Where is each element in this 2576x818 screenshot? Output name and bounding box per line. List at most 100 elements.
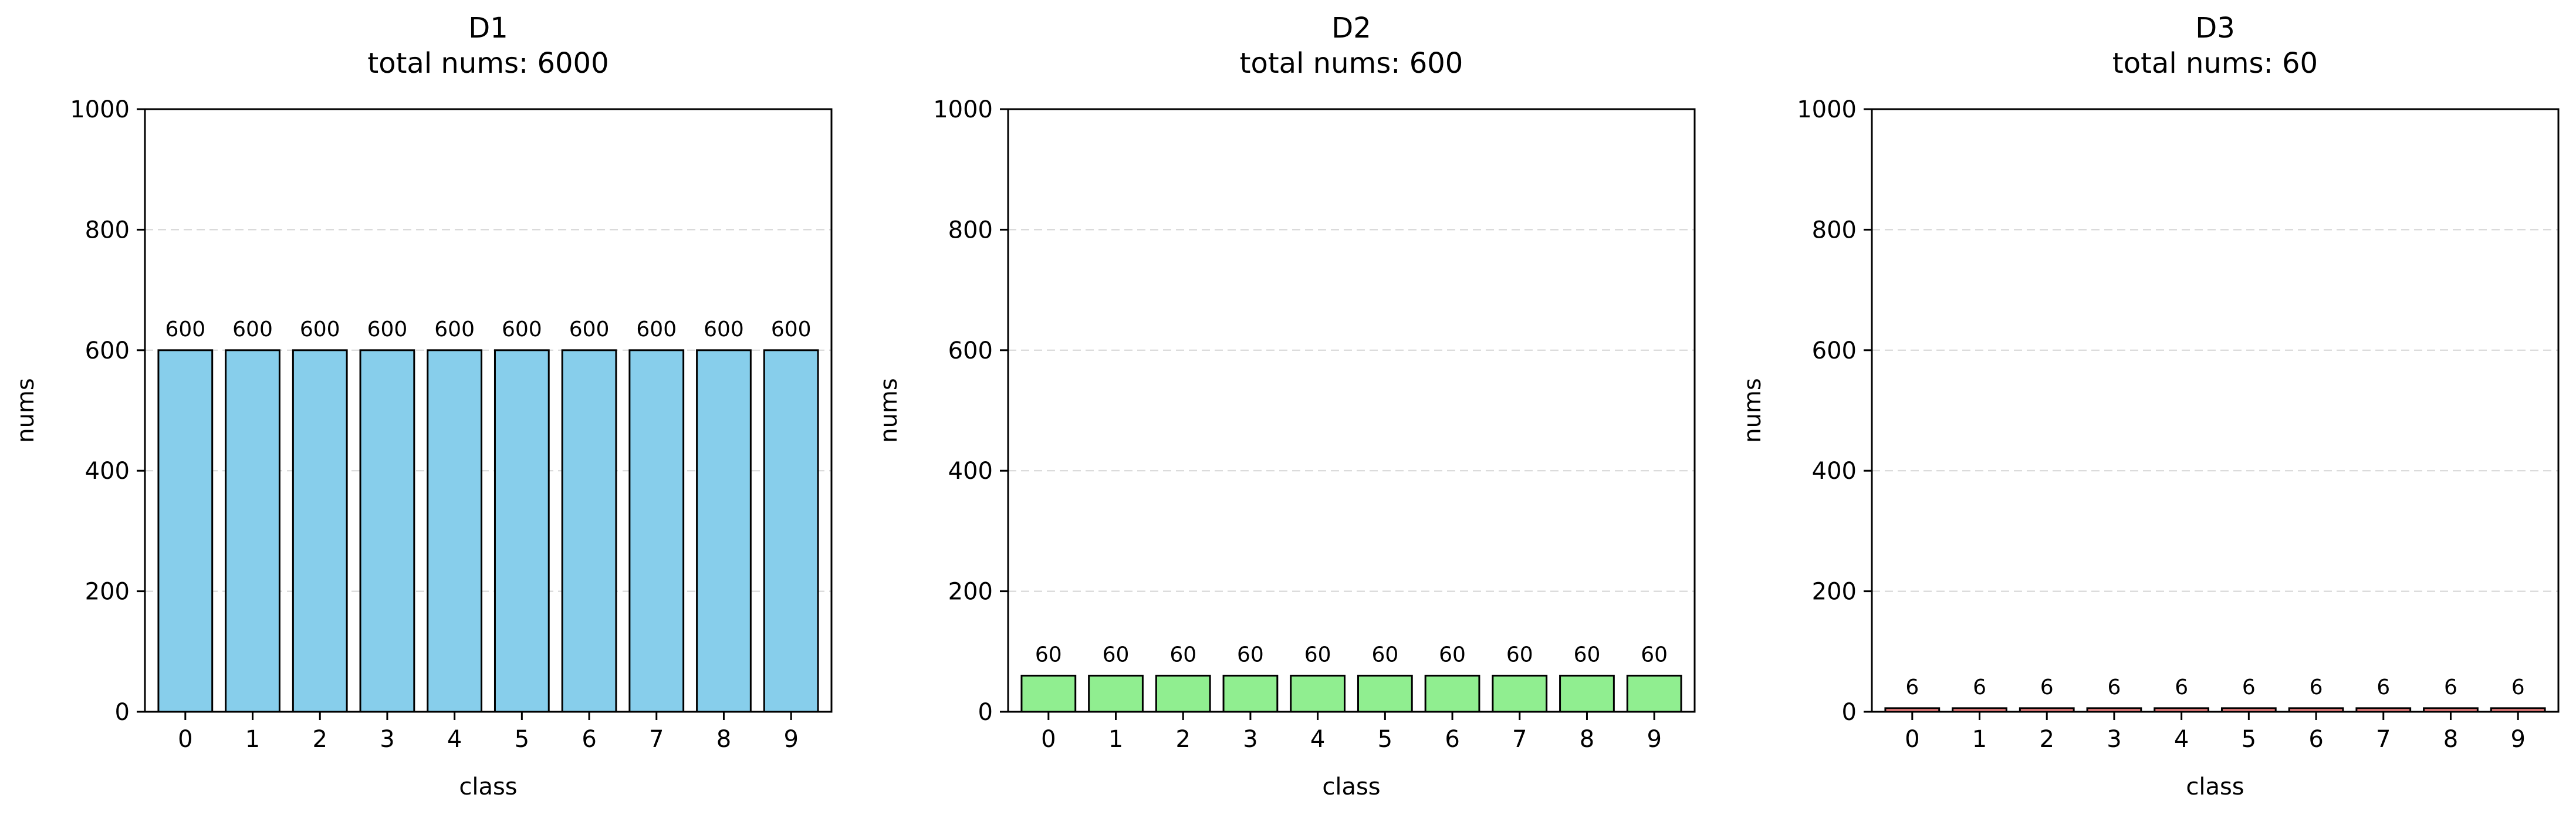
bar-class-7	[628, 349, 685, 713]
plot-frame	[1871, 108, 2560, 713]
bar-value-label: 6	[2107, 675, 2121, 699]
x-tick-label: 2	[1176, 726, 1191, 753]
y-tick-label: 200	[85, 579, 130, 606]
bar-class-6	[1424, 674, 1480, 713]
chart-subtitle: total nums: 600	[1240, 47, 1463, 80]
plot-frame	[1007, 108, 1696, 713]
x-tick-label: 5	[1378, 726, 1392, 753]
bar-class-7	[1492, 674, 1548, 713]
bar-class-1	[225, 349, 280, 713]
x-tick-label: 0	[178, 726, 192, 753]
y-tick-label: 800	[948, 217, 993, 244]
y-tick-label: 800	[85, 217, 130, 244]
x-tick-label: 3	[380, 726, 394, 753]
y-tick-label: 400	[85, 458, 130, 485]
bar-value-label: 60	[1574, 643, 1601, 667]
y-tick-label: 1000	[70, 96, 130, 123]
bar-value-label: 60	[1641, 643, 1668, 667]
x-tick-label: 0	[1041, 726, 1056, 753]
y-tick-label: 1000	[933, 96, 993, 123]
bar-value-label: 6	[2444, 675, 2457, 699]
bar-class-5	[1357, 674, 1413, 713]
bar-class-2	[1155, 674, 1211, 713]
x-tick-label: 2	[313, 726, 327, 753]
bar-value-label: 6	[2376, 675, 2390, 699]
bar-class-3	[1222, 674, 1279, 713]
bar-class-9	[1626, 674, 1682, 713]
chart-title: D2	[1331, 12, 1371, 45]
y-tick-label: 400	[948, 458, 993, 485]
y-tick-label: 600	[85, 337, 130, 364]
chart-subtitle: total nums: 60	[2112, 47, 2318, 80]
x-tick-label: 1	[1972, 726, 1987, 753]
bar-value-label: 60	[1035, 643, 1062, 667]
x-tick-label: 7	[2376, 726, 2391, 753]
y-axis-label: nums	[12, 378, 39, 443]
plot-frame	[144, 108, 833, 713]
bar-value-label: 60	[1439, 643, 1466, 667]
x-tick-label: 7	[649, 726, 664, 753]
bar-value-label: 600	[704, 317, 744, 342]
y-tick-label: 600	[948, 337, 993, 364]
y-tick-label: 800	[1812, 217, 1857, 244]
bar-value-label: 600	[300, 317, 340, 342]
chart-title: D1	[468, 12, 508, 45]
y-tick-label: 200	[948, 579, 993, 606]
x-tick-label: 1	[1108, 726, 1123, 753]
bar-value-label: 600	[434, 317, 475, 342]
x-axis-label: class	[2186, 773, 2244, 800]
y-tick-label: 0	[1842, 699, 1857, 726]
bar-class-2	[292, 349, 348, 713]
bar-class-0	[157, 349, 214, 713]
y-tick-label: 600	[1812, 337, 1857, 364]
bar-value-label: 600	[367, 317, 408, 342]
x-tick-label: 8	[716, 726, 731, 753]
bar-value-label: 600	[502, 317, 542, 342]
bar-value-label: 60	[1237, 643, 1264, 667]
bar-value-label: 6	[2310, 675, 2323, 699]
bar-value-label: 6	[2040, 675, 2054, 699]
bar-value-label: 600	[165, 317, 205, 342]
bar-value-label: 6	[1973, 675, 1986, 699]
x-tick-label: 3	[1243, 726, 1257, 753]
x-tick-label: 4	[1310, 726, 1325, 753]
x-tick-label: 7	[1512, 726, 1527, 753]
x-tick-label: 4	[447, 726, 462, 753]
bar-value-label: 6	[2511, 675, 2525, 699]
chart-title: D3	[2195, 12, 2235, 45]
x-axis-label: class	[459, 773, 517, 800]
x-tick-label: 9	[2510, 726, 2525, 753]
x-tick-label: 4	[2174, 726, 2189, 753]
bar-class-5	[493, 349, 550, 713]
x-tick-label: 1	[245, 726, 260, 753]
bar-class-9	[763, 349, 819, 713]
x-tick-label: 8	[1580, 726, 1594, 753]
y-tick-label: 200	[1812, 579, 1857, 606]
x-tick-label: 9	[783, 726, 798, 753]
x-tick-label: 5	[2242, 726, 2256, 753]
bar-class-0	[1020, 674, 1077, 713]
x-tick-label: 6	[1445, 726, 1459, 753]
x-tick-label: 9	[1647, 726, 1661, 753]
bar-class-6	[561, 349, 617, 713]
x-tick-label: 8	[2443, 726, 2458, 753]
x-tick-label: 5	[515, 726, 529, 753]
bar-value-label: 6	[2242, 675, 2256, 699]
bar-value-label: 60	[1169, 643, 1196, 667]
bar-class-4	[427, 349, 483, 713]
y-tick-label: 0	[115, 699, 130, 726]
bar-value-label: 6	[1905, 675, 1919, 699]
bar-value-label: 600	[636, 317, 677, 342]
chart-panel-1: 600 600 600 600 600 600 600 600 600 600 0 200 400 600…	[12, 12, 833, 800]
x-tick-label: 6	[582, 726, 596, 753]
y-tick-label: 400	[1812, 458, 1857, 485]
bar-value-label: 6	[2175, 675, 2188, 699]
y-axis-label: nums	[1739, 378, 1766, 443]
y-tick-label: 0	[978, 699, 993, 726]
x-axis-label: class	[1322, 773, 1380, 800]
bar-class-8	[1559, 674, 1615, 713]
bar-value-label: 600	[232, 317, 273, 342]
x-tick-label: 3	[2107, 726, 2121, 753]
